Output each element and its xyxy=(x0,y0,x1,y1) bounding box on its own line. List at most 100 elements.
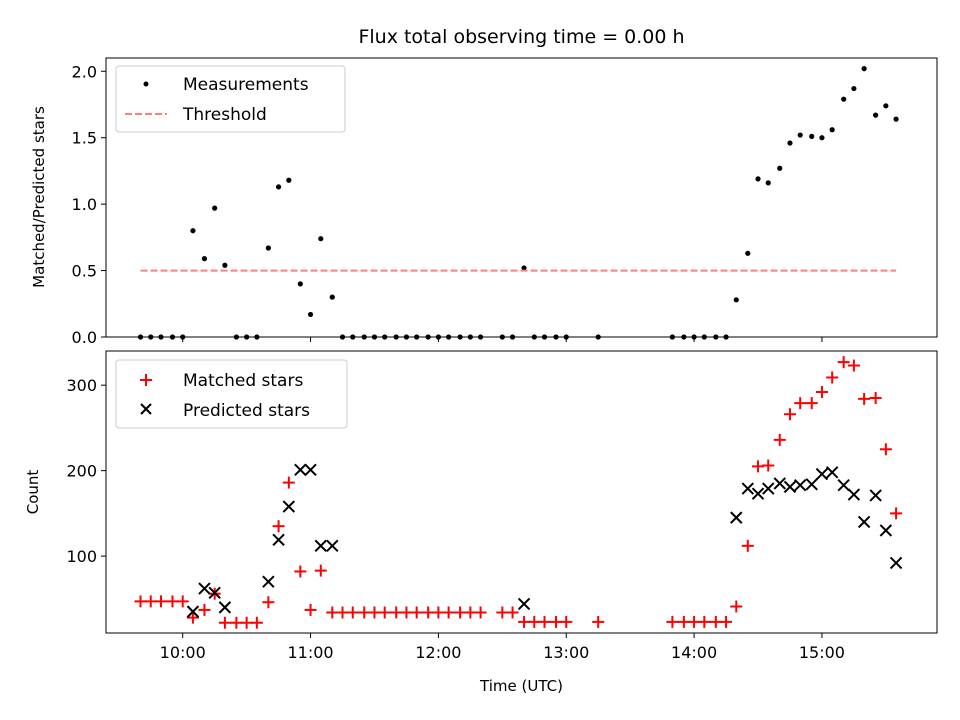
matched-star-point xyxy=(496,606,509,619)
matched-star-point xyxy=(304,603,317,616)
matched-star-point xyxy=(528,615,541,628)
measurement-point xyxy=(222,262,228,268)
matched-star-point xyxy=(741,539,754,552)
bottom-subplot: Count Time (UTC) 100 200 300 10:00 11:00 12:… xyxy=(24,350,938,695)
measurement-point xyxy=(212,205,218,211)
matched-star-point xyxy=(794,397,807,410)
matched-star-point xyxy=(272,520,285,533)
x-tick-label: 11:00 xyxy=(287,643,333,662)
measurement-point xyxy=(318,236,324,242)
measurement-point xyxy=(190,228,196,234)
matched-star-point xyxy=(240,616,253,629)
matched-star-point xyxy=(506,606,519,619)
predicted-star-point xyxy=(186,605,200,618)
y-tick-label: 200 xyxy=(66,462,97,481)
matched-star-point xyxy=(134,595,147,608)
matched-star-point xyxy=(326,606,339,619)
predicted-star-point xyxy=(869,489,882,502)
measurement-point xyxy=(307,311,314,318)
legend-threshold-label: Threshold xyxy=(182,105,267,125)
matched-star-point xyxy=(720,615,733,628)
matched-star-point xyxy=(688,615,701,628)
predicted-star-point xyxy=(793,478,807,492)
predicted-star-point xyxy=(751,487,765,500)
matched-star-point xyxy=(783,408,796,421)
matched-star-point xyxy=(677,615,690,628)
matched-star-point xyxy=(336,606,349,619)
measurement-point xyxy=(797,132,803,138)
measurement-point xyxy=(829,127,835,133)
matched-star-point xyxy=(144,595,157,608)
y-tick-label: 0.0 xyxy=(72,328,97,347)
matched-star-point xyxy=(454,606,467,619)
matched-star-point xyxy=(400,606,413,619)
x-tick-label: 15:00 xyxy=(799,643,845,662)
x-tick-label: 12:00 xyxy=(415,643,461,662)
matched-star-point xyxy=(550,615,563,628)
measurement-point xyxy=(297,281,303,287)
matched-star-point xyxy=(464,606,477,619)
legend-predicted-marker xyxy=(140,403,152,415)
y-tick-label: 100 xyxy=(66,547,97,566)
bottom-y-axis-label: Count xyxy=(24,470,42,515)
matched-star-point xyxy=(390,606,403,619)
measurement-point xyxy=(329,294,335,300)
measurement-point xyxy=(265,245,271,251)
measurement-point xyxy=(883,103,889,109)
measurement-point xyxy=(787,140,793,146)
matched-star-point xyxy=(869,392,882,404)
matched-star-point xyxy=(218,616,231,629)
matched-star-point xyxy=(805,397,818,410)
matched-star-point xyxy=(592,615,605,628)
matched-star-point xyxy=(879,443,892,456)
matched-star-point xyxy=(176,595,189,608)
matched-star-point xyxy=(538,615,551,628)
bottom-plot-area xyxy=(134,356,903,629)
measurement-point xyxy=(201,256,208,262)
measurement-point xyxy=(521,265,527,271)
measurement-point xyxy=(841,96,847,102)
legend-measurements-label: Measurements xyxy=(183,75,309,95)
matched-star-point xyxy=(698,615,711,628)
matched-star-point xyxy=(518,615,531,628)
bottom-axes-frame xyxy=(105,350,938,634)
measurement-point xyxy=(893,116,899,122)
predicted-star-point xyxy=(272,533,285,547)
measurement-point xyxy=(861,66,867,72)
measurement-point xyxy=(745,250,751,256)
predicted-star-point xyxy=(783,480,797,494)
legend-measurements-marker xyxy=(143,81,149,87)
legend-matched-marker xyxy=(140,374,152,386)
predicted-star-point xyxy=(889,556,903,570)
top-y-ticks: 0.0 0.5 1.0 1.5 2.0 xyxy=(72,62,106,347)
measurement-point xyxy=(733,297,739,303)
measurement-point xyxy=(286,177,292,183)
matched-star-point xyxy=(422,606,435,619)
predicted-star-point xyxy=(218,601,232,614)
predicted-star-point xyxy=(815,467,829,481)
matched-star-point xyxy=(837,356,850,369)
predicted-star-point xyxy=(304,463,317,476)
matched-star-point xyxy=(560,615,573,628)
predicted-star-point xyxy=(847,488,861,501)
x-tick-label: 14:00 xyxy=(671,643,717,662)
predicted-star-point xyxy=(208,586,221,600)
predicted-star-point xyxy=(326,539,339,553)
predicted-star-point xyxy=(762,482,775,495)
matched-star-point xyxy=(730,600,743,613)
y-tick-label: 0.5 xyxy=(72,262,97,281)
matched-star-point xyxy=(378,606,391,619)
predicted-star-point xyxy=(825,466,839,479)
predicted-star-point xyxy=(517,597,531,611)
matched-star-point xyxy=(709,615,722,628)
predicted-star-point xyxy=(857,515,871,529)
bottom-y-ticks: 100 200 300 xyxy=(66,376,106,566)
legend-predicted-label: Predicted stars xyxy=(183,401,310,421)
matched-star-point xyxy=(358,606,371,619)
matched-star-point xyxy=(762,459,775,472)
top-legend: Measurements Threshold xyxy=(115,65,346,133)
matched-star-point xyxy=(314,564,327,577)
top-axes-frame xyxy=(105,57,938,338)
matched-star-point xyxy=(815,386,828,399)
x-tick-label: 10:00 xyxy=(160,643,206,662)
